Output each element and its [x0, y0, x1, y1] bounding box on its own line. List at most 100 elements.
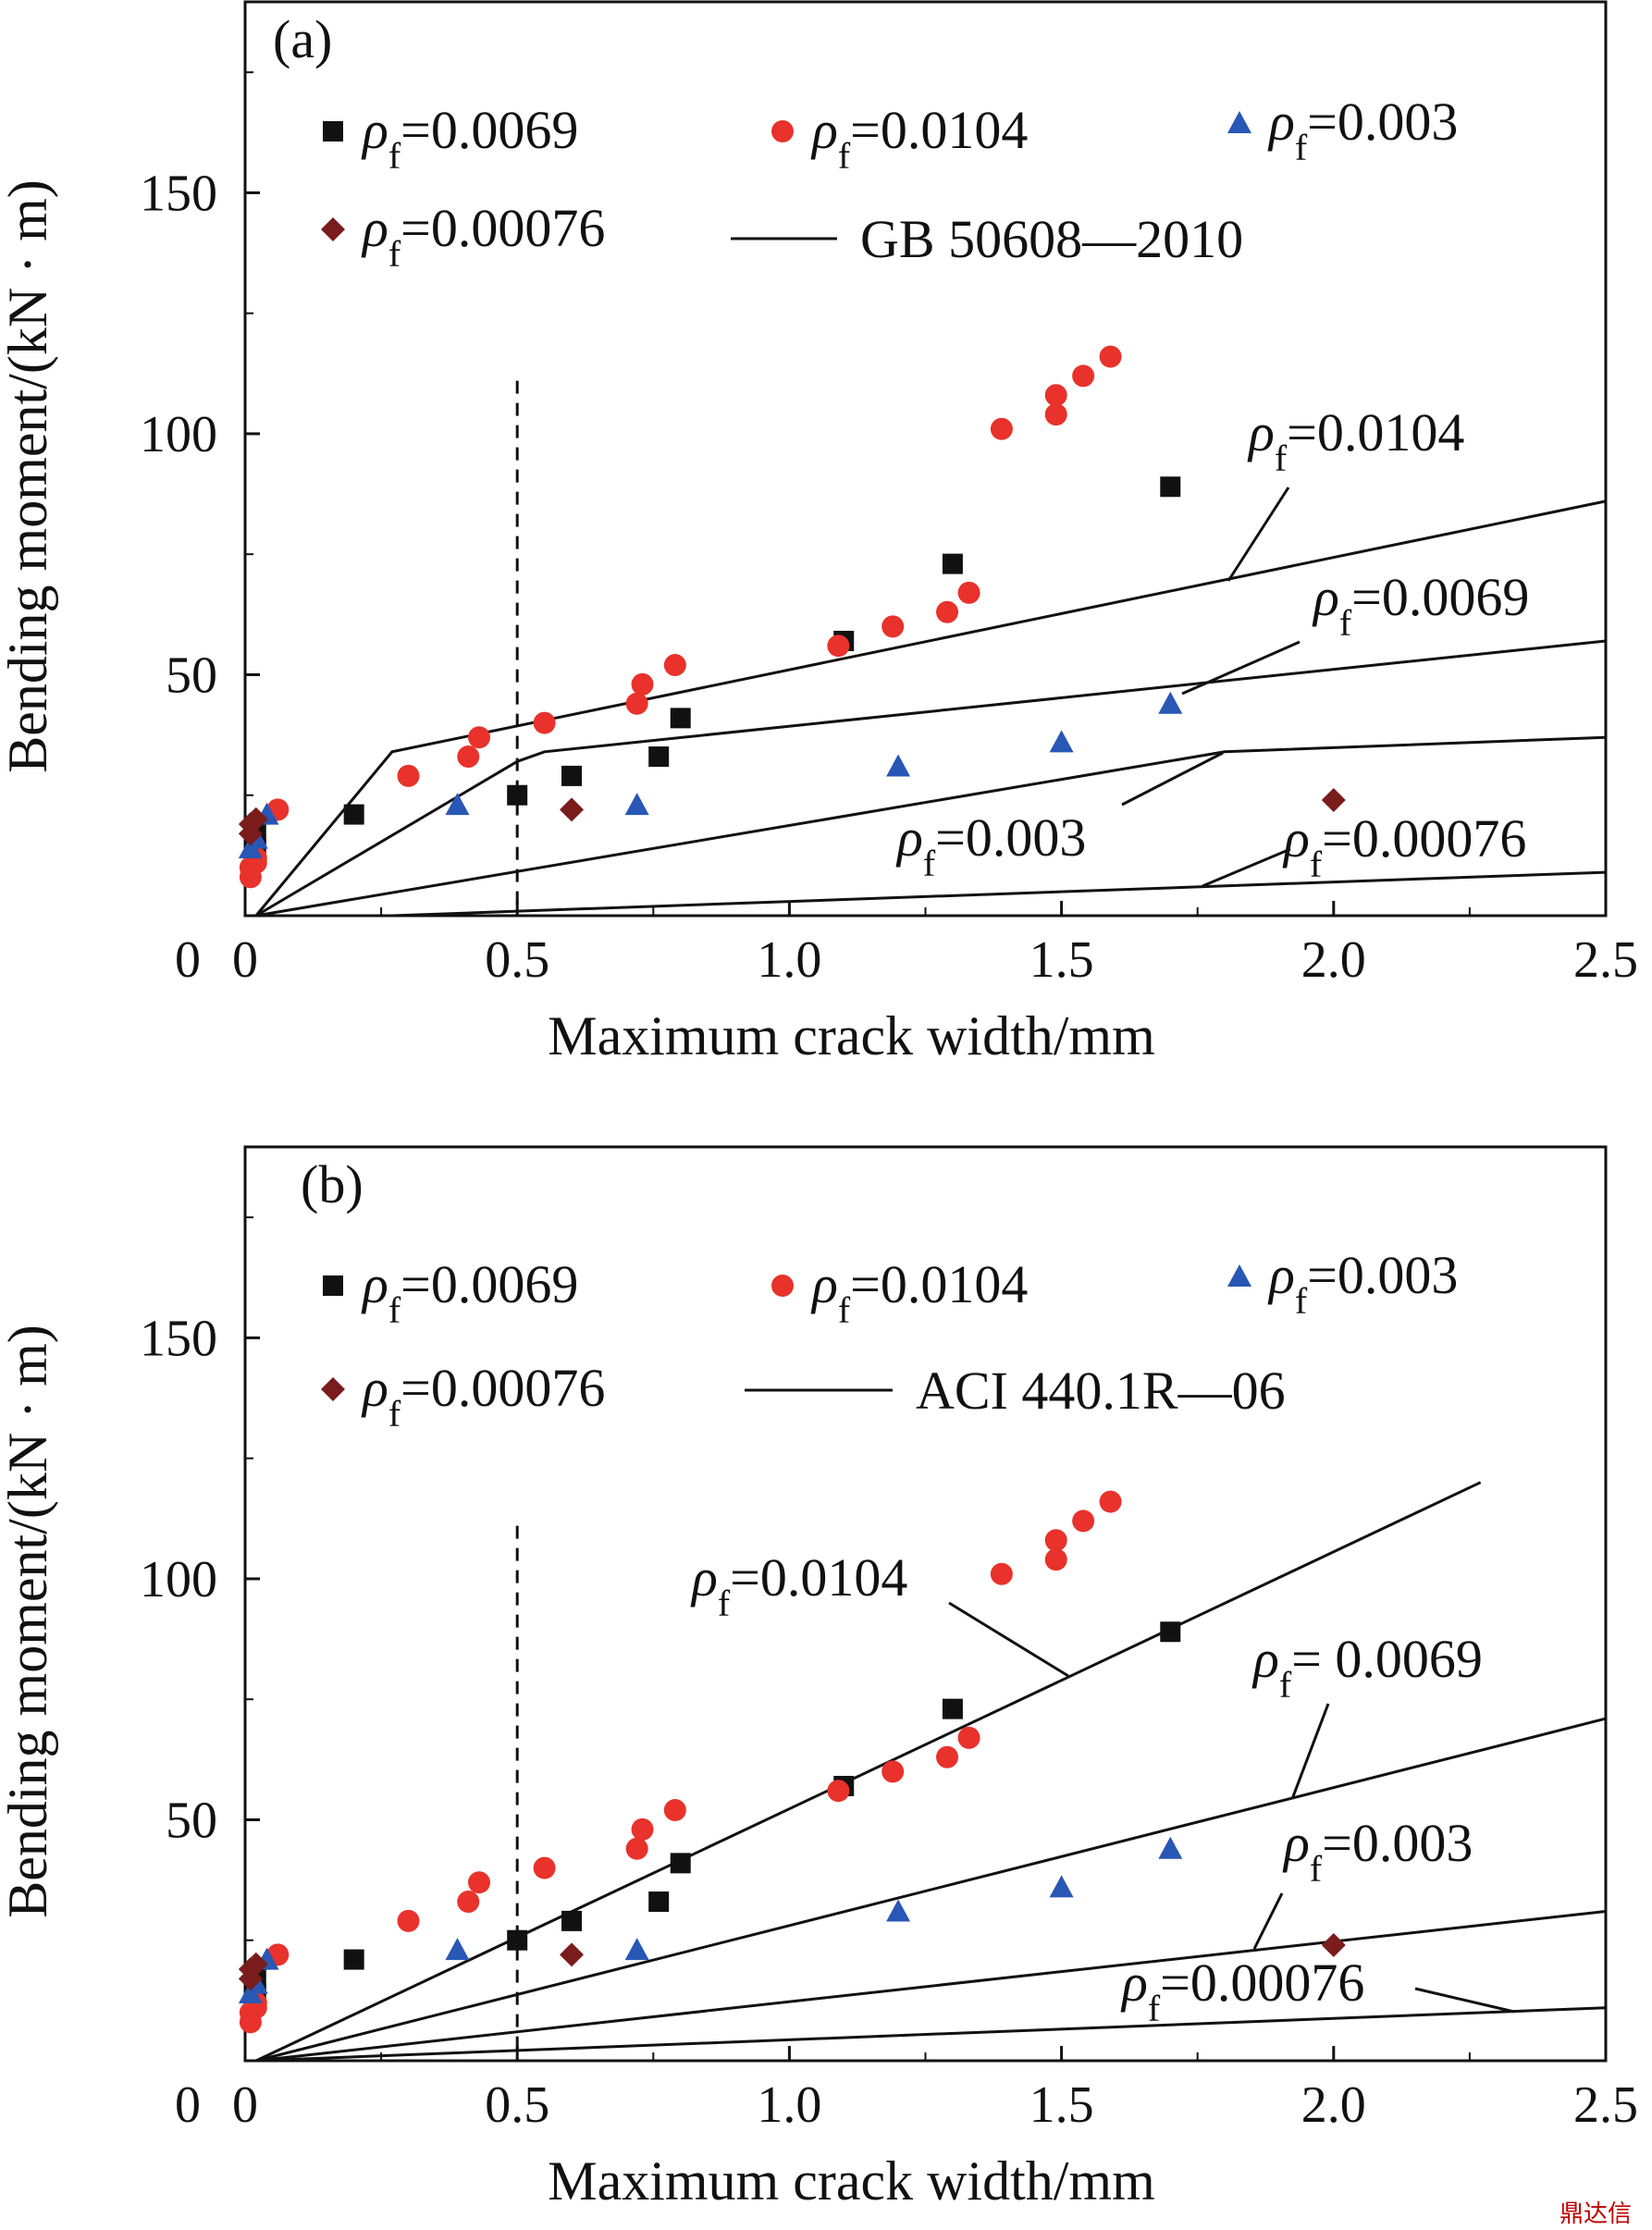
x-tick-label: 1.0: [757, 931, 821, 989]
circle-point: [827, 1780, 850, 1803]
legend-item-square-value: =0.0069: [401, 100, 578, 160]
circle-point: [533, 1856, 556, 1879]
curve-label-1-sub: f: [1339, 602, 1352, 644]
code-curve-2: [255, 735, 1607, 918]
chart-panel-b: (b) 0 0.5 1.0 1.5 2.0 2.5 Maximum crack width/m…: [0, 1145, 1638, 2212]
triangle-point: [886, 754, 911, 777]
circle-point: [468, 726, 491, 749]
triangle-point: [445, 793, 470, 816]
legend-marker-circle: [771, 120, 794, 142]
circle-point: [1072, 1509, 1095, 1533]
curve-label-0-value: =0.0104: [1287, 402, 1464, 462]
legend-marker-circle: [771, 1275, 794, 1297]
legend-item-circle-rho: ρ: [810, 100, 838, 160]
circle-point: [1044, 1529, 1067, 1552]
curve-label-0: ρf=0.0104: [690, 1547, 907, 1624]
curve-label-3-rho: ρ: [1282, 808, 1310, 869]
legend-item-diamond-rho: ρ: [361, 1358, 388, 1418]
legend-item-square-rho: ρ: [361, 1254, 388, 1314]
y-tick-label: 150: [140, 165, 217, 222]
y-tick-label: 0: [175, 931, 201, 989]
code-curves: [255, 1481, 1607, 2063]
x-tick-label: 2.0: [1301, 2076, 1366, 2134]
curve-label-2-value: =0.003: [935, 807, 1086, 868]
circle-point: [936, 600, 959, 623]
triangle-point: [1158, 1836, 1183, 1859]
series-diamond: [238, 1932, 1346, 1991]
leader-line: [1252, 1892, 1284, 1950]
x-axis-title: Maximum crack width/mm: [548, 2150, 1155, 2212]
curve-label-1: ρf=0.0069: [1312, 567, 1529, 644]
curve-label-3-value: =0.00076: [1160, 1953, 1364, 2013]
circle-point: [468, 1871, 491, 1894]
curve-label-2-rho: ρ: [1282, 1813, 1310, 1873]
square-point: [507, 784, 528, 806]
legend-item-diamond: ρf=0.00076: [361, 1358, 605, 1435]
curve-label-2: ρf=0.003: [1282, 1813, 1473, 1890]
circle-point: [625, 692, 648, 715]
square-point: [648, 1891, 670, 1913]
legend-item-triangle-value: =0.003: [1307, 1245, 1458, 1305]
curve-label-3: ρf=0.00076: [1282, 808, 1526, 885]
code-curve-0: [255, 1481, 1482, 2063]
series-diamond: [238, 787, 1346, 846]
legend-item-diamond-value: =0.00076: [401, 198, 605, 258]
square-point: [507, 1929, 528, 1951]
legend-item-square-sub: f: [388, 135, 401, 177]
curve-label-3-sub: f: [1310, 844, 1323, 885]
curve-label-2: ρf=0.003: [895, 807, 1086, 884]
legend-item-diamond-rho: ρ: [361, 198, 388, 258]
leader-line: [948, 1601, 1069, 1678]
code-curve-2: [255, 1910, 1607, 2063]
data-points: [238, 345, 1346, 889]
diamond-point: [243, 1952, 268, 1977]
x-axis: 0 0.5 1.0 1.5 2.0 2.5: [232, 2046, 1638, 2134]
curve-label-3-sub: f: [1148, 1988, 1161, 2029]
curve-label-1-value: =0.0069: [1351, 567, 1529, 627]
circle-point: [936, 1745, 959, 1768]
diamond-point: [560, 1942, 585, 1967]
legend-item-triangle-sub: f: [1295, 127, 1308, 168]
circle-point: [663, 654, 686, 677]
circle-point: [1044, 1548, 1067, 1571]
y-tick-label: 100: [140, 406, 217, 463]
legend-item-square: ρf=0.0069: [361, 100, 578, 177]
leader-line: [1202, 847, 1291, 888]
circle-point: [397, 1909, 420, 1932]
square-point: [942, 1698, 963, 1719]
x-tick-label: 1.5: [1029, 2076, 1094, 2134]
watermark: 鼎达信: [1560, 2200, 1632, 2228]
x-tick-label: 1.0: [757, 2076, 821, 2134]
circle-point: [397, 764, 420, 787]
chart-panel-a: (a) 0 0.5 1.0 1.5 2.0 2.5 Maximum crack width/m…: [0, 0, 1638, 1066]
legend-marker-square: [323, 1275, 343, 1296]
leader-line: [1181, 640, 1301, 696]
y-axis: 50 100 150 0: [140, 71, 260, 989]
legend-marker-triangle: [1227, 111, 1251, 133]
circle-point: [990, 417, 1013, 440]
square-point: [942, 553, 963, 574]
curve-label-0-sub: f: [1275, 437, 1288, 479]
curve-label-0-rho: ρ: [690, 1547, 718, 1608]
legend-item-circle-value: =0.0104: [850, 100, 1028, 160]
y-axis-title: Bending moment/(kN · m): [0, 1324, 58, 1918]
legend-item-circle-rho: ρ: [810, 1254, 838, 1314]
circle-point: [957, 1726, 980, 1749]
circle-point: [631, 1817, 654, 1841]
legend-line-label: GB 50608—2010: [860, 209, 1243, 269]
series-square: [245, 476, 1181, 859]
panel-label: (a): [273, 9, 332, 69]
diamond-point: [1321, 1932, 1346, 1957]
legend-item-triangle-rho: ρ: [1267, 1245, 1295, 1305]
y-axis: 50 100 150 0: [140, 1216, 260, 2134]
circle-point: [957, 581, 980, 604]
square-point: [670, 1853, 691, 1874]
curve-label-1-rho: ρ: [1312, 567, 1339, 627]
leader-line: [1227, 487, 1290, 582]
curve-label-3-rho: ρ: [1120, 1953, 1148, 2013]
legend-item-triangle: ρf=0.003: [1267, 92, 1458, 168]
code-curve-1: [255, 1717, 1607, 2063]
legend-item-circle: ρf=0.0104: [810, 1254, 1028, 1331]
